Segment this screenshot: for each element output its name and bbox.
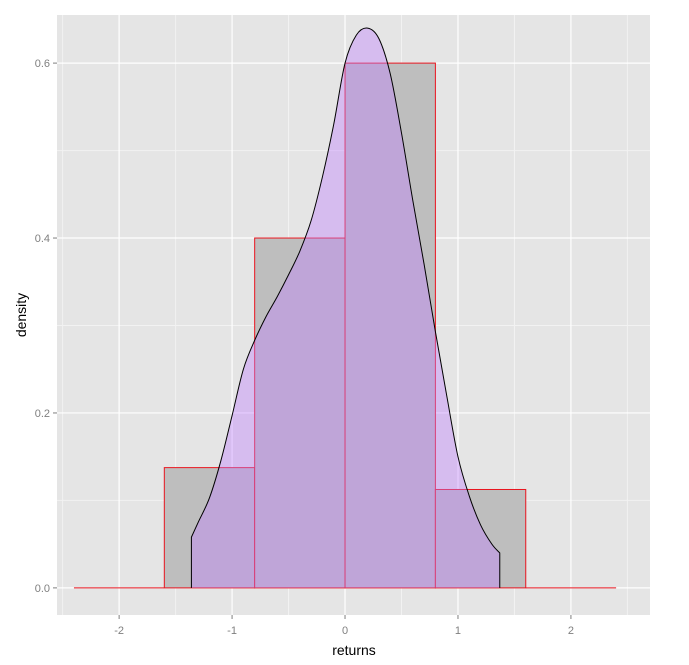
density-curve <box>190 27 501 588</box>
x-tick-label: 0 <box>342 625 348 637</box>
histogram-bar <box>254 237 346 589</box>
histogram-bars <box>73 62 617 589</box>
y-axis-ticks: 0.0 0.2 0.4 0.6 <box>35 58 57 595</box>
y-tick-label: 0.0 <box>35 583 50 595</box>
y-tick-label: 0.2 <box>35 408 50 420</box>
x-tick-label: 2 <box>568 625 574 637</box>
y-tick-label: 0.6 <box>35 58 50 70</box>
x-axis-title: returns <box>332 642 376 658</box>
histogram-bar <box>434 488 527 589</box>
x-tick-label: 1 <box>455 625 461 637</box>
histogram-bar <box>163 467 256 589</box>
x-tick-label: -2 <box>114 625 124 637</box>
density-curve-layer <box>190 27 501 588</box>
x-axis-ticks: -2 -1 0 1 2 <box>114 615 574 637</box>
x-tick-label: -1 <box>227 625 237 637</box>
histogram-bar <box>344 62 436 589</box>
y-axis-title: density <box>13 293 29 337</box>
density-area <box>191 28 500 588</box>
y-tick-label: 0.4 <box>35 233 50 245</box>
